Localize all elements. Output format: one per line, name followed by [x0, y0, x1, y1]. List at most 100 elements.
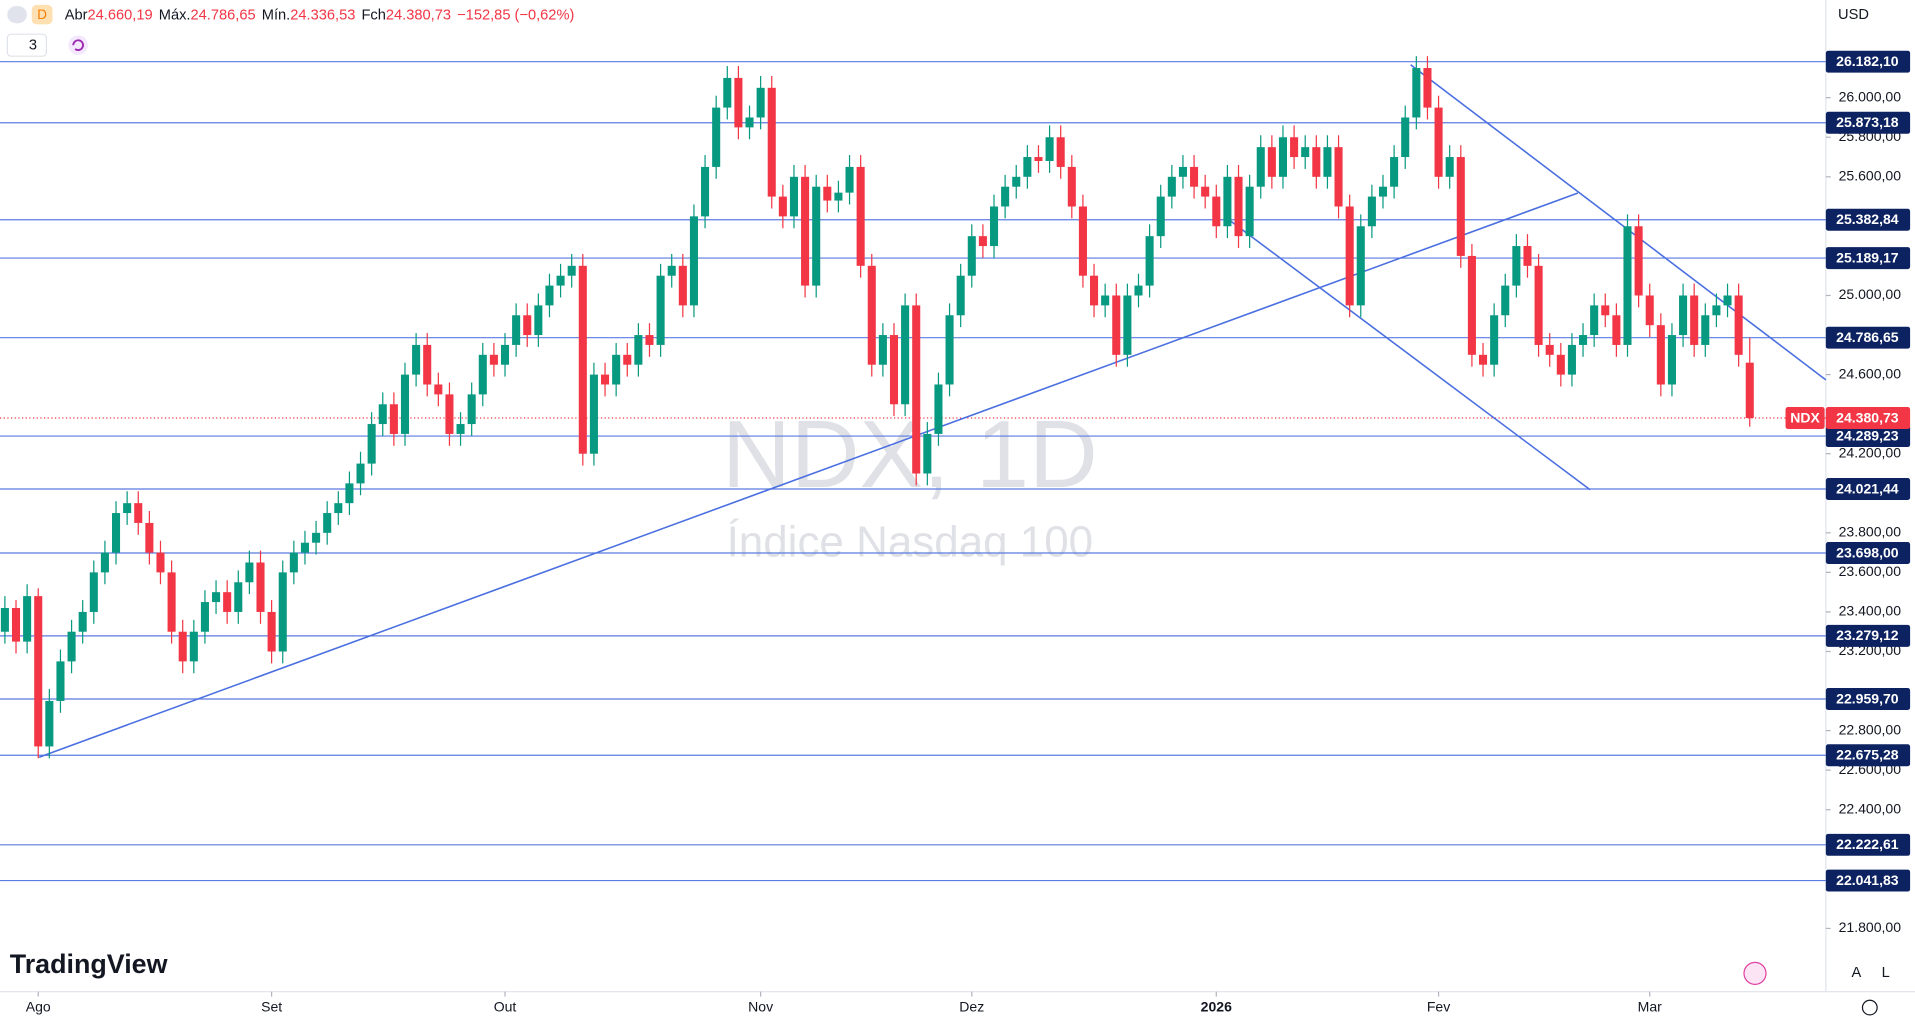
candle-body: [1445, 157, 1454, 177]
price-tag: [1825, 624, 1911, 647]
candle-body: [1412, 68, 1421, 118]
auto-button[interactable]: A: [1851, 965, 1861, 981]
y-tick-label: 26.000,00: [1839, 88, 1902, 104]
trend-lines: [38, 64, 1827, 758]
candle-body: [1123, 295, 1132, 355]
candle-body: [445, 394, 454, 434]
candle-body: [845, 166, 854, 193]
y-tick-label: 22.800,00: [1839, 721, 1902, 737]
settings-button[interactable]: [1861, 999, 1878, 1016]
candle-body: [1523, 246, 1532, 266]
price-tag: [1825, 478, 1911, 501]
candle-body: [1367, 196, 1376, 227]
candle-body: [134, 503, 143, 523]
trend-line: [1410, 64, 1827, 381]
candle-body: [423, 344, 432, 385]
candle-body: [1178, 166, 1187, 177]
indicators-toggle[interactable]: [6, 33, 48, 57]
refresh-icon[interactable]: [68, 35, 88, 55]
ohlc-value: 24.380,73: [386, 7, 451, 23]
price-tag-label: 24.786,65: [1836, 329, 1899, 345]
x-tick-label: 2026: [1201, 998, 1232, 1014]
log-button[interactable]: L: [1882, 965, 1890, 981]
candle-body: [1267, 147, 1276, 177]
price-tag-label: 22.959,70: [1836, 690, 1899, 706]
candle-body: [734, 77, 743, 128]
candle-body: [612, 354, 621, 385]
price-tag: [1825, 208, 1911, 231]
interval-badge[interactable]: [31, 4, 53, 25]
candle-body: [1478, 354, 1488, 365]
candle-body: [278, 572, 287, 652]
ohlc-legend: Abr24.660,19 Máx.24.786,65 Mín.24.336,53 Fc…: [65, 7, 575, 23]
ohlc-value: 24.786,65: [191, 7, 256, 23]
candle-body: [1156, 196, 1165, 237]
candle-body: [812, 186, 821, 286]
candle-body: [1712, 305, 1721, 316]
lightning-button[interactable]: [1743, 961, 1767, 985]
candle-body: [123, 503, 132, 514]
candle-body: [189, 631, 198, 662]
candle-body: [223, 592, 232, 612]
candle-body: [334, 503, 343, 514]
candle-body: [534, 305, 543, 336]
candle-body: [667, 265, 676, 276]
candle-body: [767, 87, 776, 197]
currency[interactable]: USD: [1838, 7, 1869, 23]
candle-body: [712, 107, 721, 167]
candle-body: [1345, 206, 1354, 306]
candle-body: [523, 315, 532, 336]
price-tag: [1825, 50, 1911, 73]
candle-body: [1212, 196, 1221, 227]
candle-body: [1334, 147, 1343, 207]
candle-body: [212, 592, 221, 603]
candle-body: [1090, 275, 1099, 306]
candle-body: [1167, 176, 1176, 197]
watermark: NDX, 1D Índice Nasdaq 100: [722, 402, 1098, 567]
candle-body: [500, 344, 510, 365]
candle-body: [1390, 157, 1399, 187]
candle-body: [11, 607, 21, 642]
candle-body: [378, 404, 387, 425]
ohlc-value: 24.336,53: [290, 7, 355, 23]
candle-body: [867, 265, 876, 365]
candle-body: [1012, 176, 1021, 187]
x-tick-label: Ago: [26, 998, 51, 1014]
candle-body: [1467, 255, 1476, 355]
y-tick-label: 24.600,00: [1839, 365, 1902, 381]
candle-body: [923, 433, 932, 474]
candle-body: [901, 305, 910, 405]
last-price-label: 24.380,73: [1836, 409, 1899, 425]
price-tag-label: 25.382,84: [1836, 211, 1899, 227]
candle-body: [1456, 157, 1465, 256]
ohlc-label: Abr: [65, 7, 88, 23]
logo[interactable]: TradingView: [10, 949, 168, 979]
candle-body: [956, 275, 965, 316]
candle-body: [1234, 176, 1243, 237]
price-tag-label: 25.873,18: [1836, 114, 1899, 130]
candle-body: [245, 562, 254, 583]
candle-body: [1312, 147, 1321, 177]
candle-body: [934, 384, 943, 434]
candle-body: [689, 216, 698, 306]
candle-body: [1401, 117, 1410, 158]
candle-body: [1256, 147, 1265, 187]
candle-body: [89, 572, 98, 612]
candle-body: [1078, 206, 1087, 276]
candle-body: [1223, 176, 1232, 227]
watermark-subtitle: Índice Nasdaq 100: [727, 517, 1094, 566]
candle-body: [801, 176, 810, 286]
toggle[interactable]: [7, 6, 27, 24]
candle-body: [1656, 325, 1665, 385]
candle-body: [1623, 226, 1632, 345]
interval: D: [37, 7, 47, 22]
candle-body: [67, 631, 76, 662]
candle-body: [856, 166, 865, 266]
price-tag: [1825, 542, 1911, 564]
symbol-tag-label: NDX: [1790, 409, 1820, 425]
y-tick-label: 24.200,00: [1839, 444, 1902, 460]
y-tick-label: 23.400,00: [1839, 603, 1902, 619]
candle-body: [578, 265, 587, 454]
candle-body: [978, 236, 987, 247]
